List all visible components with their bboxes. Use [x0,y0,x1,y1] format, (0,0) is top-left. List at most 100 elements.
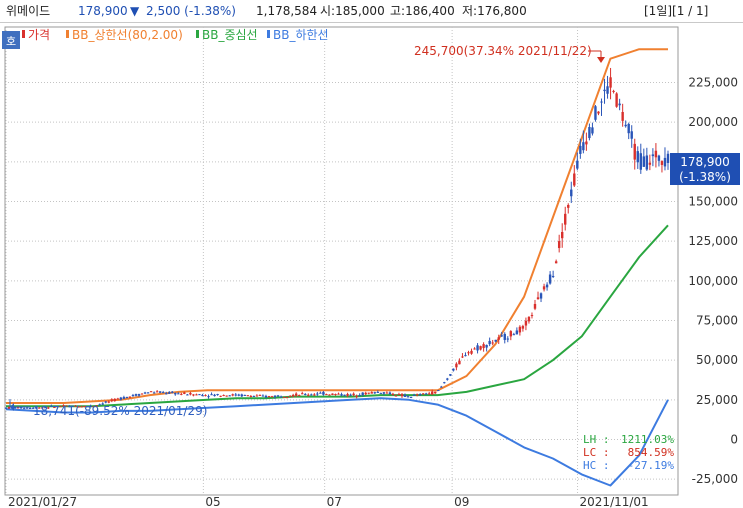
candle-body [406,396,410,398]
candle-body [210,394,213,396]
candle-body [313,394,316,396]
y-tick-label: 125,000 [688,234,738,248]
last-price-value: 178,900 [680,155,730,169]
candle-body [240,394,243,397]
candle-body [627,123,630,134]
candle-body [630,131,633,139]
candle-body [183,392,186,394]
candle-body [397,394,401,396]
candle-body [38,407,41,409]
candle-body [494,339,497,342]
hc-label: HC : [583,459,610,472]
candle-body [328,394,331,396]
candle-body [473,348,476,350]
lc-value: 854.59% [628,446,675,459]
candle-body [98,404,101,406]
candle-body [382,392,386,394]
candle-body [35,407,38,409]
candle-body [400,394,404,397]
candle-body [431,391,434,395]
lh-label: LH : [583,433,610,446]
candle-body [485,344,488,348]
candle-body [249,395,253,397]
price-change: 2,500 (-1.38%) [146,4,236,18]
price-chart: 225,000200,000175,000150,000125,000100,0… [0,23,743,508]
candle-body [654,150,658,158]
bb-upper-line [6,48,668,404]
candle-body [340,394,343,396]
candle-body [273,395,277,397]
plot-frame [4,26,679,496]
candle-body [56,406,59,408]
candle-body [349,394,352,396]
y-tick-label: 100,000 [688,274,738,288]
y-tick-label: 200,000 [688,115,738,129]
candle-body [536,297,540,300]
chart-mode-button[interactable] [2,31,20,49]
candle-body [4,407,8,409]
candle-body [403,394,407,397]
candle-body [334,393,337,396]
candle-body [355,395,358,397]
candle-body [59,406,62,408]
candle-body [551,275,555,277]
candle-body [524,320,528,326]
period-selector[interactable]: [1일][1 / 1] [644,4,709,18]
candle-body [600,101,603,103]
candle-body [158,391,162,393]
candle-body [264,395,268,398]
candle-body [561,232,564,239]
candle-body [134,394,138,396]
candle-body [446,378,449,380]
candle-body [101,403,104,405]
candle-body [41,407,44,409]
candle-body [606,86,609,94]
candle-body [270,396,274,398]
candle-body [376,391,380,393]
candle-body [582,142,585,151]
candle-body [32,407,35,409]
candle-body [234,394,237,396]
candle-body [576,160,579,169]
candle-body [554,261,558,264]
candle-body [663,157,667,167]
candle-body [418,394,422,396]
candle-body [95,405,98,407]
hc-value: -27.19% [628,459,675,472]
candle-body [461,356,464,358]
candle-body [612,90,615,92]
candle-body [19,406,23,409]
candle-body [213,394,216,397]
candle-body [424,393,428,395]
candle-body [316,393,319,395]
candle-body [503,333,506,340]
candle-body [352,393,355,396]
candle-body [497,337,500,340]
candle-body [246,395,250,397]
candle-body [440,386,443,388]
candle-body [128,396,132,398]
change-down-icon: ▼ [130,4,140,18]
candle-body [137,394,141,396]
candle-body [25,407,29,409]
candle-body [44,407,47,409]
candle-body [482,344,485,349]
candle-body [370,392,373,394]
chart-mode-label: 호 [6,35,16,48]
y-tick-label: 0 [730,432,738,446]
candle-body [294,393,298,396]
candle-body [201,394,204,397]
candle-body [319,392,322,394]
candle-body [16,407,20,409]
candle-body [542,286,546,290]
candle-body [506,338,509,340]
candle-body [657,155,661,161]
candle-body [545,284,549,288]
candle-body [92,406,95,408]
candle-body [171,391,174,393]
candle-body [509,331,513,337]
y-tick-label: 150,000 [688,195,738,209]
candle-body [252,396,256,398]
candle-body [548,274,552,284]
